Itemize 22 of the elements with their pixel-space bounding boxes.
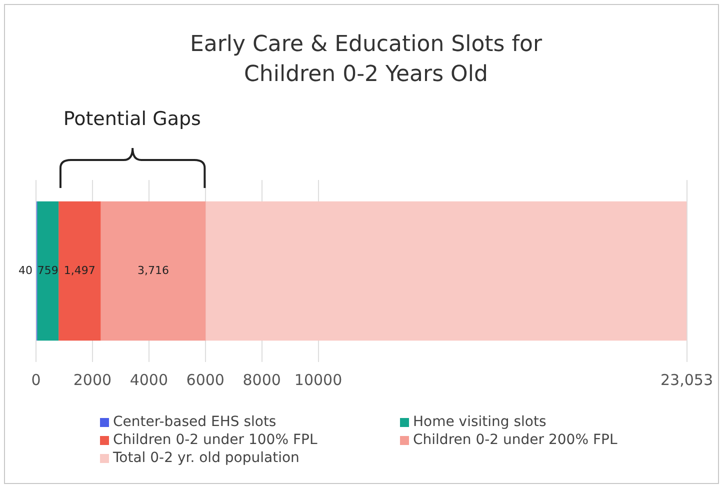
legend-label: Children 0-2 under 200% FPL [412, 432, 618, 448]
legend-label: Home visiting slots [412, 414, 548, 430]
x-tick-label: 2000 [73, 370, 112, 389]
legend-label: Total 0-2 yr. old population [112, 450, 300, 466]
x-tick-label: 10000 [294, 370, 342, 389]
data-label: 40 [18, 264, 32, 277]
bar [100, 201, 206, 341]
x-tick-label: 23,053 [660, 370, 714, 389]
legend-label: Center-based EHS slots [112, 414, 278, 430]
x-tick-label: 8000 [242, 370, 281, 389]
data-label: 3,716 [138, 264, 170, 277]
chart-title: Early Care & Education Slots for Children 0-2 Years Old [188, 31, 544, 89]
bar [58, 201, 101, 341]
bar [37, 201, 59, 341]
text: Potential Gaps [63, 108, 201, 130]
data-label: 1,497 [64, 264, 96, 277]
data-label: 759 [37, 264, 58, 277]
x-tick-label: 4000 [130, 370, 168, 389]
x-tick-label: 6000 [186, 370, 224, 389]
x-tick-label: 0 [31, 370, 41, 389]
bar [206, 201, 687, 341]
legend-label: Children 0-2 under 100% FPL [112, 432, 318, 448]
